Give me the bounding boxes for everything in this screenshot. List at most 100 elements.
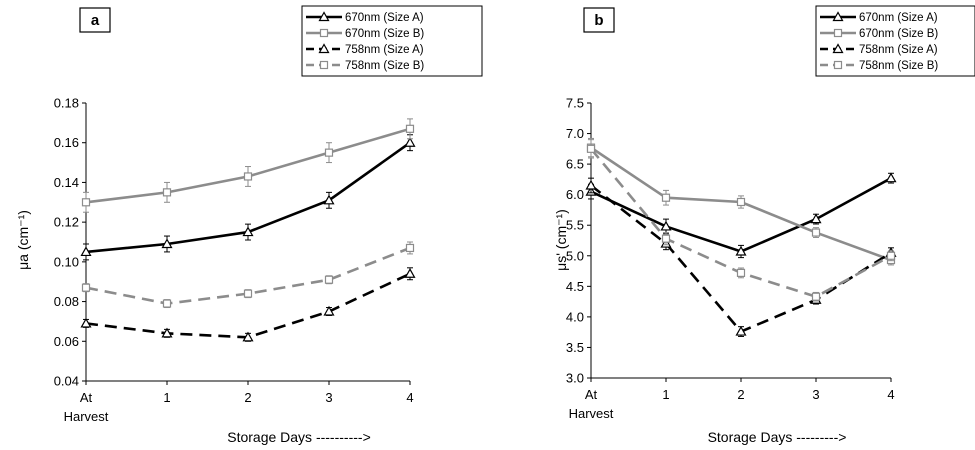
legend-swatch-marker [319, 28, 329, 38]
y-tick-label: 7.0 [566, 126, 584, 141]
panel-label-box [79, 7, 111, 33]
x-tick-label: 2 [244, 390, 251, 405]
y-axis-label: μa (cm⁻¹) [15, 210, 31, 270]
data-point [736, 268, 746, 277]
legend-entry: 758nm (Size B) [345, 60, 424, 72]
y-axis-label: μs' (cm⁻¹) [553, 209, 569, 271]
data-point [885, 172, 897, 183]
x-axis-label: Storage Days ---------> [708, 429, 847, 445]
series-3 [81, 241, 415, 309]
x-tick-label: 3 [325, 390, 332, 405]
data-point [735, 245, 747, 256]
y-tick-label: 0.04 [54, 374, 79, 389]
data-point [162, 299, 172, 308]
data-point [81, 283, 91, 292]
y-tick-label: 0.16 [54, 135, 79, 150]
y-tick-label: 3.0 [566, 371, 584, 386]
x-tick-label: 4 [406, 390, 413, 405]
y-tick-label: 5.5 [566, 218, 584, 233]
data-point [585, 179, 597, 190]
legend-entry: 758nm (Size A) [859, 44, 938, 56]
legend-swatch-marker [318, 43, 330, 54]
x-tick-label: Harvest [569, 406, 614, 421]
legend-swatch-marker [318, 11, 330, 22]
legend-entry: 758nm (Size A) [345, 44, 424, 56]
data-point [81, 198, 91, 207]
legend: 670nm (Size A) 670nm (Size B) 758nm (Size … [301, 5, 483, 77]
data-point [661, 234, 671, 243]
data-point [162, 188, 172, 197]
data-point [323, 194, 335, 205]
y-tick-label: 0.08 [54, 294, 79, 309]
data-point [810, 213, 822, 224]
data-point [811, 292, 821, 301]
legend-entry: 670nm (Size A) [859, 12, 938, 24]
x-tick-label: 1 [662, 387, 669, 402]
data-point [243, 289, 253, 298]
data-point [661, 193, 671, 202]
y-tick-label: 0.06 [54, 334, 79, 349]
data-point [736, 197, 746, 207]
series-2 [80, 267, 416, 342]
panel-label-box [583, 7, 615, 33]
y-tick-label: 0.14 [54, 175, 79, 190]
data-point [324, 148, 334, 157]
legend-swatch-marker [319, 60, 329, 70]
series-line [85, 272, 411, 339]
x-axis-label: Storage Days ----------> [227, 429, 371, 445]
y-tick-label: 0.12 [54, 215, 79, 230]
legend-swatch-marker [832, 11, 844, 22]
data-point [80, 246, 92, 257]
data-point [242, 331, 254, 342]
panel-label: a [91, 12, 100, 29]
data-point [405, 124, 415, 133]
x-tick-label: At [80, 390, 93, 405]
y-tick-label: 3.5 [566, 340, 584, 355]
legend-entry: 670nm (Size B) [345, 28, 424, 40]
series-line [85, 127, 411, 204]
data-point [323, 305, 335, 316]
series-line [85, 246, 411, 305]
data-point [886, 251, 896, 260]
y-tick-label: 4.0 [566, 309, 584, 324]
data-point [404, 268, 416, 278]
data-point [243, 172, 253, 181]
y-tick-label: 7.5 [566, 96, 584, 111]
data-point [660, 220, 672, 231]
legend-swatch-marker [832, 43, 844, 54]
data-point [404, 136, 416, 147]
series-3 [586, 139, 896, 302]
data-point [161, 238, 173, 249]
x-tick-label: 2 [737, 387, 744, 402]
data-point [586, 144, 596, 153]
y-tick-label: 6.5 [566, 157, 584, 172]
chart-panel-a: 0.04 0.06 0.08 0.10 0.12 0.14 0.16 0.18 At Harves… [15, 5, 483, 445]
series-line [590, 177, 892, 253]
series-1 [81, 118, 415, 213]
legend-swatch-marker [833, 28, 843, 38]
panel-label: b [594, 12, 603, 29]
x-tick-label: 4 [887, 387, 894, 402]
legend-swatch-marker [833, 60, 843, 70]
data-point [80, 317, 92, 328]
x-tick-label: 1 [163, 390, 170, 405]
data-point [735, 325, 747, 336]
data-point [161, 327, 173, 338]
data-point [405, 243, 415, 253]
y-tick-label: 6.0 [566, 187, 584, 202]
x-tick-label: 3 [812, 387, 819, 402]
chart-panel-b: 3.0 3.5 4.0 4.5 5.0 5.5 6.0 6.5 7.0 7.5 At Harvest 1… [553, 5, 975, 445]
x-tick-label: Harvest [64, 409, 109, 424]
legend-entry: 670nm (Size A) [345, 12, 424, 24]
data-point [242, 226, 254, 237]
data-point [324, 275, 334, 284]
legend-entry: 758nm (Size B) [859, 60, 938, 72]
y-tick-label: 5.0 [566, 248, 584, 263]
data-point [811, 228, 821, 237]
x-tick-label: At [585, 387, 598, 402]
legend-entry: 670nm (Size B) [859, 28, 938, 40]
series-0 [80, 134, 416, 261]
y-tick-label: 0.10 [54, 254, 79, 269]
y-tick-label: 4.5 [566, 279, 584, 294]
